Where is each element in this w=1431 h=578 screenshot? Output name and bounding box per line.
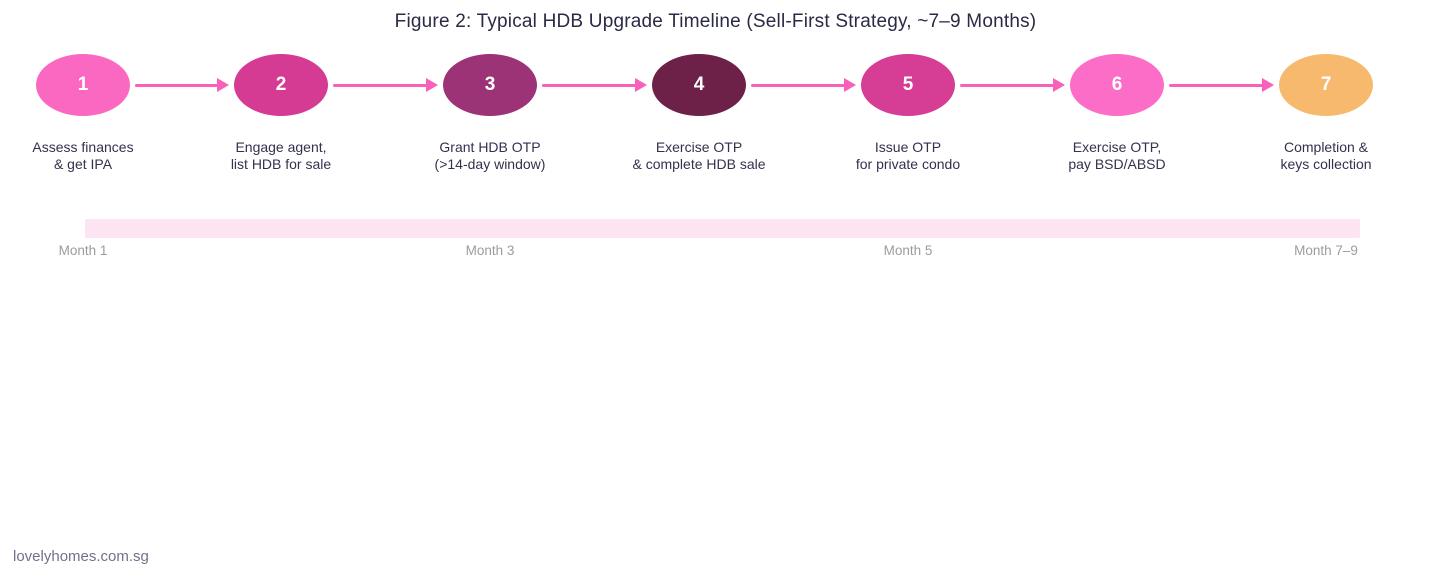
arrow-right-icon xyxy=(751,78,856,92)
step-number: 3 xyxy=(484,74,496,95)
step-label: Engage agent, list HDB for sale xyxy=(230,139,332,172)
step-label: Exercise OTP & complete HDB sale xyxy=(632,139,766,172)
step-number: 6 xyxy=(1111,74,1123,95)
step-label: Grant HDB OTP (>14-day window) xyxy=(434,139,546,172)
arrow-right-icon xyxy=(135,78,229,92)
timeline-step-1: 1 Assess finances & get IPA xyxy=(0,54,178,173)
arrow-right-icon xyxy=(333,78,438,92)
month-label: Month 7–9 xyxy=(1294,243,1358,258)
step-number: 2 xyxy=(275,74,287,95)
step-circle-2: 2 xyxy=(234,54,328,116)
figure-title: Figure 2: Typical HDB Upgrade Timeline (… xyxy=(394,11,1037,32)
timeline-month-bar xyxy=(85,219,1360,238)
step-label: Issue OTP for private condo xyxy=(855,139,961,172)
step-circle-7: 7 xyxy=(1279,54,1373,116)
step-number: 7 xyxy=(1320,74,1332,95)
step-number: 1 xyxy=(77,74,89,95)
arrow-right-icon xyxy=(542,78,647,92)
timeline-step-7: 7 Completion & keys collection xyxy=(1231,54,1421,173)
step-circle-6: 6 xyxy=(1070,54,1164,116)
step-circle-1: 1 xyxy=(36,54,130,116)
month-label: Month 3 xyxy=(465,243,515,258)
timeline-step-3: 3 Grant HDB OTP (>14-day window) xyxy=(395,54,585,173)
step-circle-4: 4 xyxy=(652,54,746,116)
step-label: Assess finances & get IPA xyxy=(32,139,134,172)
arrow-right-icon xyxy=(960,78,1065,92)
site-watermark: lovelyhomes.com.sg xyxy=(13,548,149,565)
month-label: Month 1 xyxy=(58,243,108,258)
arrow-right-icon xyxy=(1169,78,1274,92)
step-label: Exercise OTP, pay BSD/ABSD xyxy=(1068,139,1166,172)
timeline-step-5: 5 Issue OTP for private condo xyxy=(813,54,1003,173)
step-circle-3: 3 xyxy=(443,54,537,116)
step-number: 5 xyxy=(902,74,914,95)
timeline-step-6: 6 Exercise OTP, pay BSD/ABSD xyxy=(1022,54,1212,173)
month-label: Month 5 xyxy=(883,243,933,258)
timeline-step-2: 2 Engage agent, list HDB for sale xyxy=(186,54,376,173)
step-number: 4 xyxy=(693,74,705,95)
step-circle-5: 5 xyxy=(861,54,955,116)
step-label: Completion & keys collection xyxy=(1280,139,1372,172)
timeline-step-4: 4 Exercise OTP & complete HDB sale xyxy=(604,54,794,173)
